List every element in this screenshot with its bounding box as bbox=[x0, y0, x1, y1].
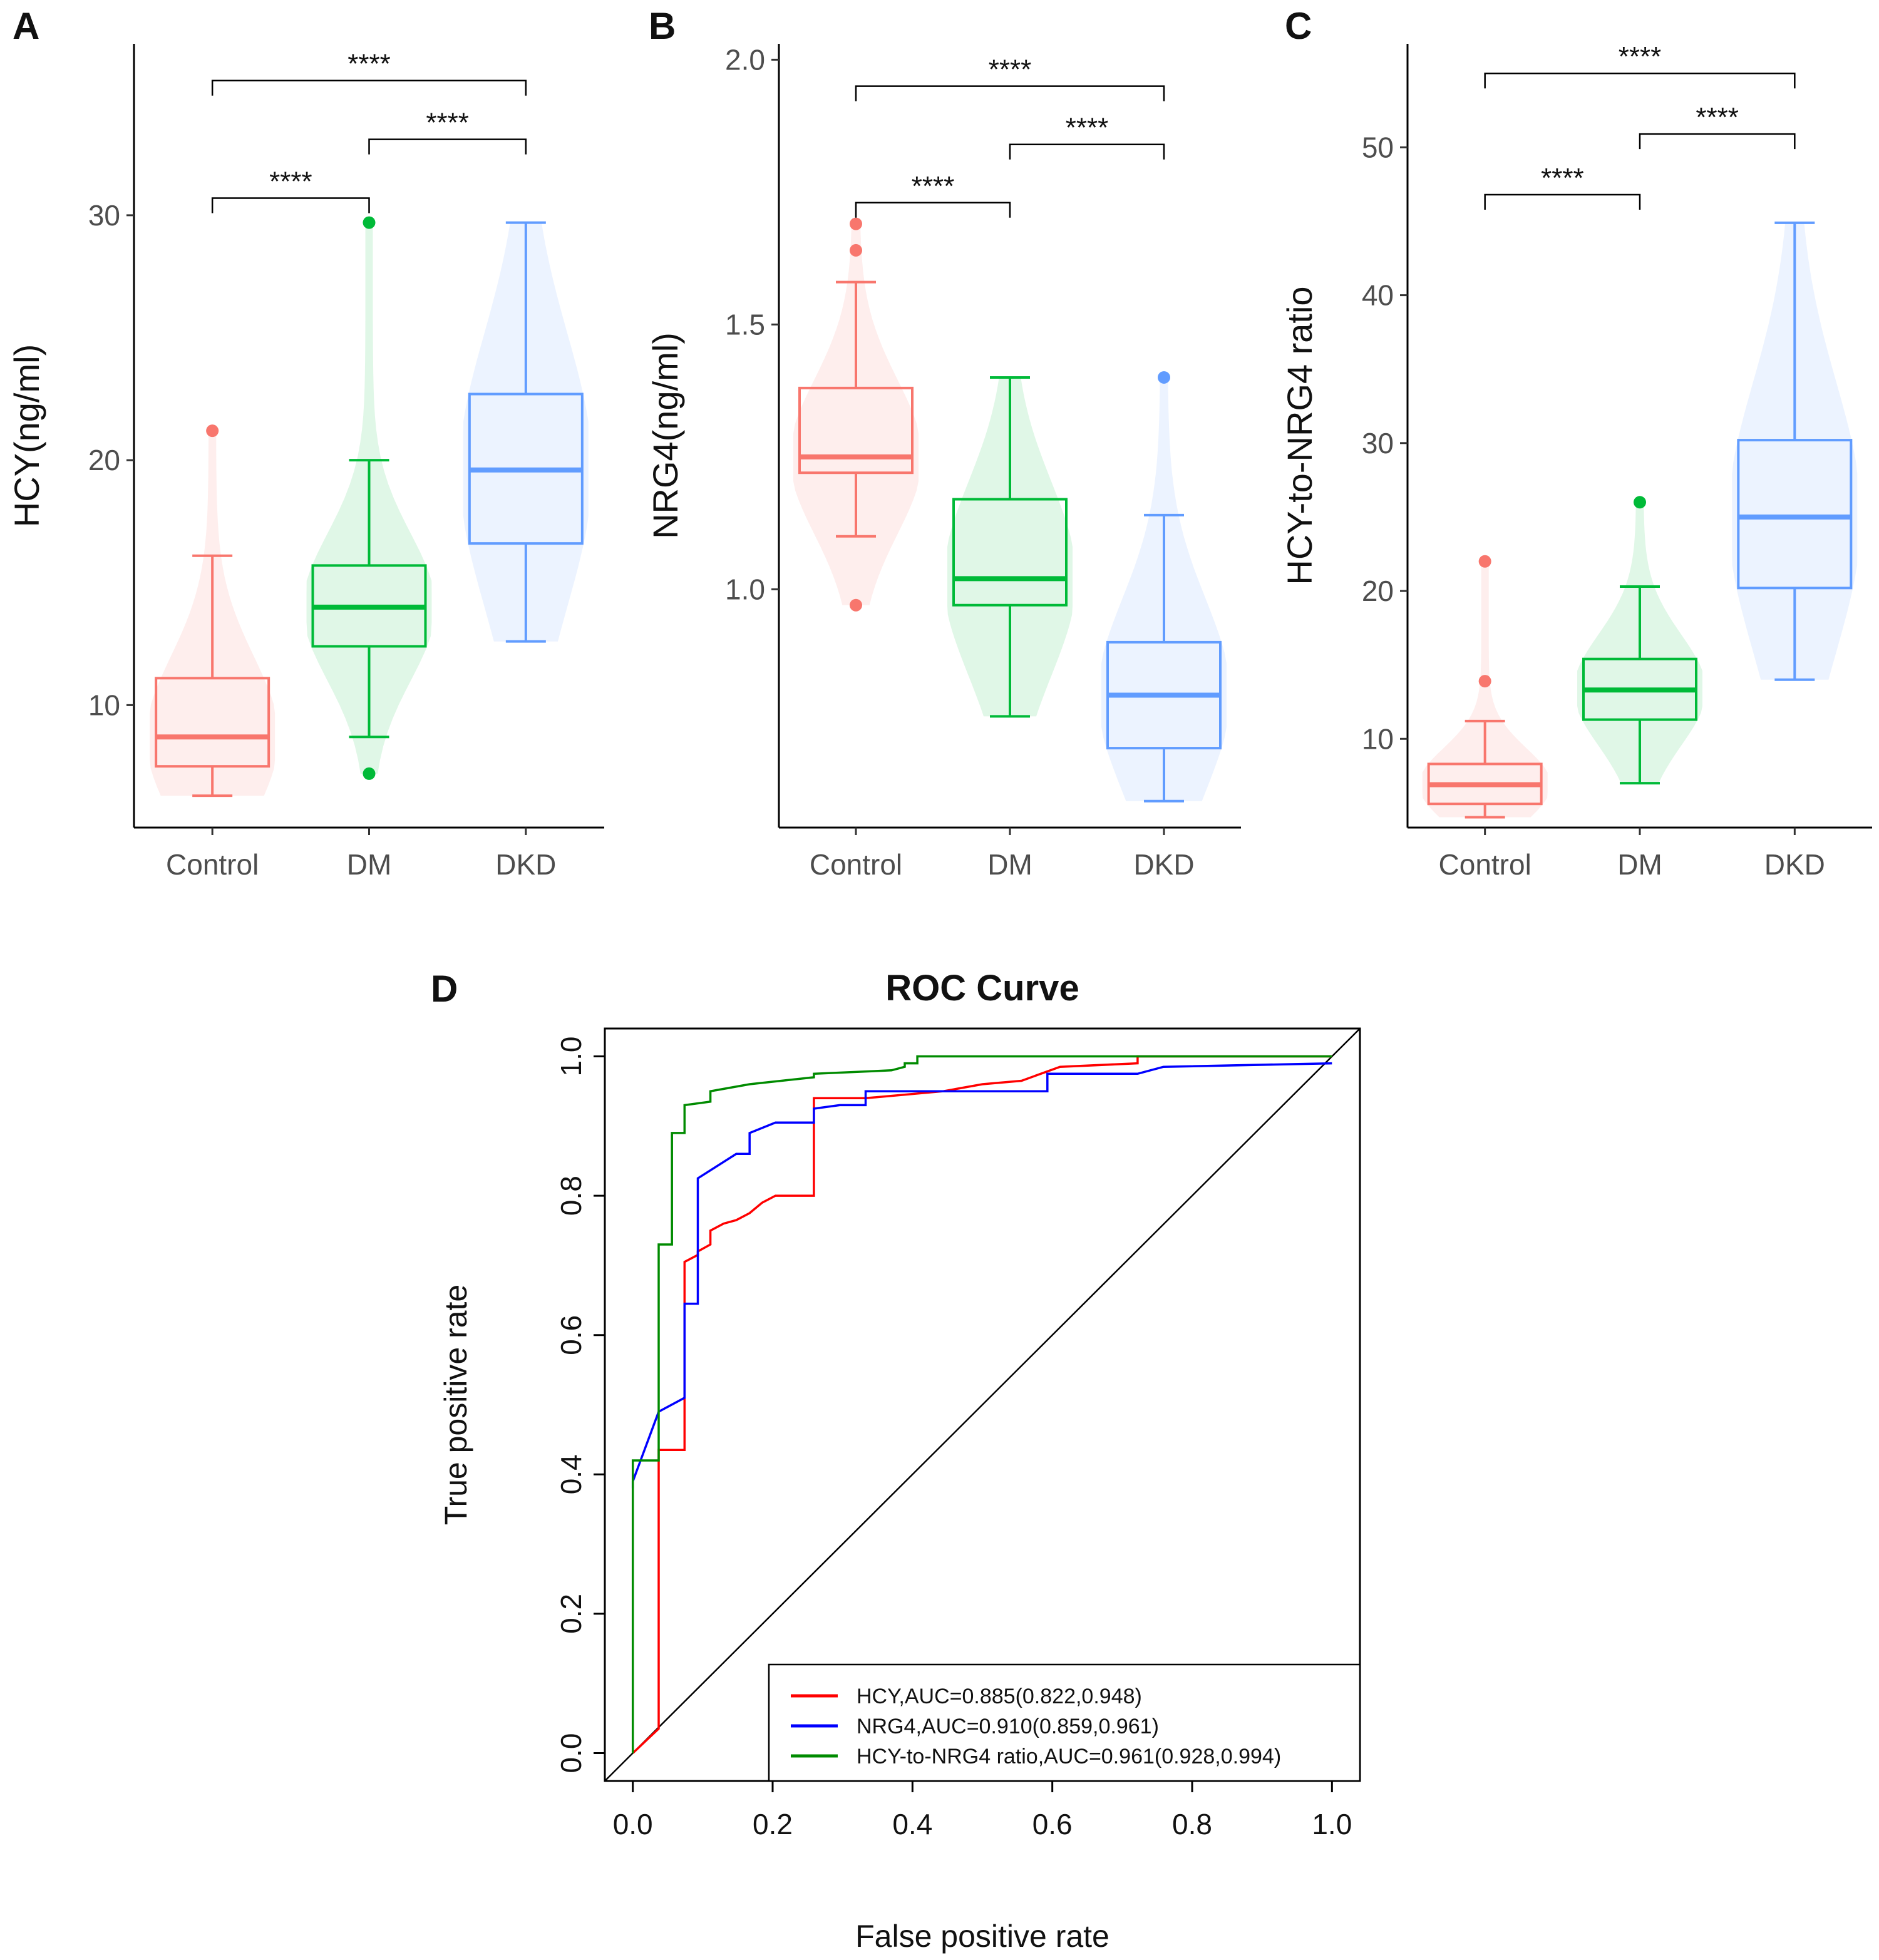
roc-xtick-label: 0.6 bbox=[1032, 1808, 1073, 1840]
panel-a-bracket-control-dkd bbox=[211, 80, 527, 96]
panel-a-hcy-boxplot: A 10 20 30 HCY(ng/ml) Control DM DKD **** **** ***… bbox=[7, 5, 604, 881]
panel-c-control-violin bbox=[1422, 561, 1548, 818]
roc-curve-hcy bbox=[632, 1055, 1332, 1754]
panel-a-category-control: Control bbox=[166, 848, 259, 881]
roc-reference-diagonal bbox=[604, 1028, 1361, 1782]
panel-c-ytick-label: 30 bbox=[1362, 427, 1394, 459]
roc-ytick-label: 0.4 bbox=[555, 1454, 587, 1494]
roc-y-title: True positive rate bbox=[438, 1285, 473, 1525]
panel-a-ytick-label: 10 bbox=[88, 689, 120, 721]
panel-b-category-control: Control bbox=[810, 848, 902, 881]
panel-c-y-title: HCY-to-NRG4 ratio bbox=[1280, 286, 1319, 585]
roc-xtick-label: 0.0 bbox=[613, 1808, 653, 1840]
panel-a-significance-control-dkd: **** bbox=[347, 49, 391, 80]
panel-d-roc-curve: D ROC Curve 0.0 0.0 0.2 0.2 0.4 0.4 0.6 0.6 0.8 0.8… bbox=[431, 968, 1361, 1954]
panel-c-category-control: Control bbox=[1439, 848, 1532, 881]
panel-c-control-outlier-point bbox=[1478, 555, 1491, 568]
panel-b-control-outlier-point bbox=[850, 598, 862, 612]
panel-a-ytick-label: 30 bbox=[88, 199, 120, 232]
panel-a-ytick-label: 20 bbox=[88, 444, 120, 476]
panel-a-bracket-dm-dkd bbox=[368, 138, 527, 155]
panel-a-dm-outlier-point bbox=[363, 767, 376, 780]
panel-c-bracket-control-dm bbox=[1484, 193, 1641, 210]
roc-ytick-label: 0.8 bbox=[555, 1176, 587, 1216]
panel-b-y-title: NRG4(ng/ml) bbox=[646, 332, 685, 539]
panel-b-control-box bbox=[798, 386, 914, 475]
panel-a-dm-outlier-point bbox=[363, 216, 376, 229]
panel-c-dkd-box bbox=[1737, 439, 1853, 590]
panel-d-letter: D bbox=[431, 968, 458, 1010]
panel-c-letter: C bbox=[1285, 5, 1312, 47]
panel-a-dkd-violin bbox=[463, 222, 589, 642]
panel-a-letter: A bbox=[13, 5, 39, 47]
panel-a-category-dm: DM bbox=[347, 848, 392, 881]
panel-a-control-box bbox=[155, 677, 270, 768]
panel-b-dm-box bbox=[952, 498, 1068, 607]
panel-b-ytick-label: 2.0 bbox=[725, 43, 765, 76]
panel-c-category-dm: DM bbox=[1617, 848, 1662, 881]
panel-b-dkd-outlier-point bbox=[1158, 371, 1170, 384]
panel-a-y-title: HCY(ng/ml) bbox=[7, 344, 46, 527]
panel-c-significance-control-dkd: **** bbox=[1619, 41, 1662, 72]
panel-b-control-outlier-point bbox=[850, 244, 862, 257]
panel-c-bracket-dm-dkd bbox=[1639, 133, 1796, 150]
roc-legend-label-nrg4: NRG4,AUC=0.910(0.859,0.961) bbox=[857, 1715, 1159, 1738]
panel-c-bracket-control-dkd bbox=[1484, 72, 1796, 89]
roc-xtick-label: 1.0 bbox=[1312, 1808, 1352, 1840]
panel-b-bracket-control-dkd bbox=[855, 85, 1165, 101]
roc-x-title: False positive rate bbox=[855, 1919, 1109, 1954]
panel-a-significance-control-dm: **** bbox=[269, 166, 312, 197]
panel-b-category-dm: DM bbox=[987, 848, 1032, 881]
panel-c-dm-outlier-point bbox=[1634, 496, 1646, 509]
panel-c-significance-control-dm: **** bbox=[1541, 163, 1584, 193]
panel-c-ratio-boxplot: C 10 20 30 40 50 HCY-to-NRG4 ratio Control DM DKD… bbox=[1280, 5, 1872, 881]
panel-c-category-dkd: DKD bbox=[1764, 848, 1825, 881]
panel-a-significance-dm-dkd: **** bbox=[426, 108, 469, 138]
roc-title: ROC Curve bbox=[885, 968, 1079, 1008]
panel-c-significance-dm-dkd: **** bbox=[1696, 102, 1739, 133]
panel-b-ytick-label: 1.0 bbox=[725, 573, 765, 605]
roc-legend-label-hcy-to-nrg4-ratio: HCY-to-NRG4 ratio,AUC=0.961(0.928,0.994) bbox=[857, 1745, 1281, 1768]
panel-b-ytick-label: 1.5 bbox=[725, 308, 765, 341]
roc-ytick-label: 0.6 bbox=[555, 1315, 587, 1355]
roc-xtick-label: 0.8 bbox=[1172, 1808, 1212, 1840]
panel-b-dm-violin bbox=[947, 377, 1073, 717]
panel-b-significance-control-dm: **** bbox=[912, 171, 955, 202]
panel-c-dkd-violin bbox=[1732, 222, 1858, 680]
panel-a-control-outlier-point bbox=[206, 424, 219, 438]
panel-c-ytick-label: 40 bbox=[1362, 279, 1394, 312]
roc-ytick-label: 1.0 bbox=[555, 1037, 587, 1077]
panel-b-significance-dm-dkd: **** bbox=[1066, 113, 1109, 143]
panel-b-letter: B bbox=[649, 5, 676, 47]
roc-curve-hcy-to-nrg4-ratio bbox=[631, 1055, 1332, 1753]
panel-b-bracket-control-dm bbox=[855, 202, 1011, 218]
roc-xtick-label: 0.2 bbox=[753, 1808, 793, 1840]
panel-c-ytick-label: 10 bbox=[1362, 722, 1394, 755]
roc-curve-nrg4 bbox=[631, 1062, 1332, 1489]
roc-ytick-label: 0.0 bbox=[555, 1733, 587, 1773]
roc-ytick-label: 0.2 bbox=[555, 1594, 587, 1634]
panel-c-ytick-label: 50 bbox=[1362, 131, 1394, 163]
panel-b-bracket-dm-dkd bbox=[1009, 143, 1165, 160]
roc-xtick-label: 0.4 bbox=[892, 1808, 932, 1840]
roc-legend-box bbox=[768, 1663, 1361, 1782]
panel-b-nrg4-boxplot: B 1.0 1.5 2.0 NRG4(ng/ml) Control DM DKD **** ***… bbox=[646, 5, 1241, 881]
panel-a-bracket-control-dm bbox=[211, 197, 370, 213]
panel-b-control-outlier-point bbox=[850, 217, 862, 230]
panel-b-control-violin bbox=[793, 223, 919, 605]
panel-c-control-outlier-point bbox=[1478, 675, 1491, 688]
panel-b-significance-control-dkd: **** bbox=[989, 54, 1032, 85]
roc-legend-label-hcy: HCY,AUC=0.885(0.822,0.948) bbox=[857, 1685, 1142, 1708]
panel-c-ytick-label: 20 bbox=[1362, 575, 1394, 607]
panel-a-category-dkd: DKD bbox=[495, 848, 556, 881]
panel-b-category-dkd: DKD bbox=[1133, 848, 1194, 881]
